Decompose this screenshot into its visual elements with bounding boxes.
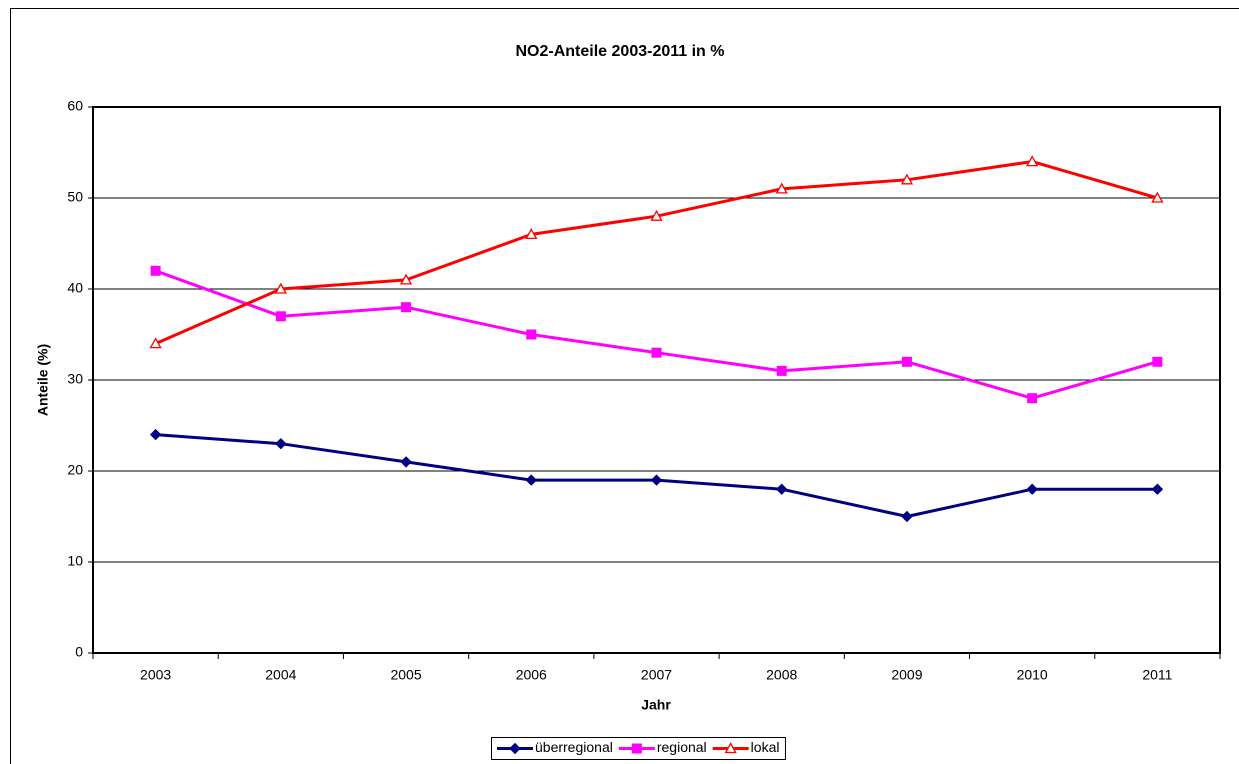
marker xyxy=(1026,483,1038,495)
x-tick-label: 2004 xyxy=(265,667,296,683)
marker xyxy=(1027,393,1038,404)
marker xyxy=(525,474,537,486)
x-tick-label: 2006 xyxy=(516,667,547,683)
legend: überregional regional lokal xyxy=(491,737,786,760)
marker xyxy=(651,347,662,358)
legend-label: überregional xyxy=(535,739,613,755)
x-tick-label: 2005 xyxy=(390,667,421,683)
y-tick-label: 0 xyxy=(75,644,83,660)
x-tick-label: 2009 xyxy=(891,667,922,683)
legend-label: regional xyxy=(657,739,707,755)
x-tick-label: 2008 xyxy=(766,667,797,683)
legend-marker xyxy=(724,742,737,754)
x-tick-label: 2011 xyxy=(1142,667,1172,683)
marker xyxy=(275,311,286,322)
chart-frame xyxy=(10,8,1239,764)
marker xyxy=(650,474,663,486)
marker xyxy=(526,329,537,340)
y-tick-label: 20 xyxy=(67,462,83,478)
marker xyxy=(776,483,788,495)
marker xyxy=(900,173,914,185)
marker xyxy=(776,365,787,376)
marker xyxy=(149,428,162,441)
legend-label: lokal xyxy=(751,739,780,755)
marker xyxy=(525,228,538,240)
marker xyxy=(401,302,412,313)
x-tick-label: 2003 xyxy=(140,667,171,683)
marker xyxy=(1152,356,1163,367)
x-tick-label: 2010 xyxy=(1017,667,1048,683)
legend-marker xyxy=(509,742,521,755)
chart-title: NO2-Anteile 2003-2011 in % xyxy=(516,43,725,60)
x-axis-label: Jahr xyxy=(641,697,671,713)
plot-border xyxy=(92,106,1221,654)
y-axis-label: Anteile (%) xyxy=(35,344,51,416)
marker xyxy=(275,437,287,450)
y-tick-label: 50 xyxy=(67,189,83,205)
marker xyxy=(775,182,788,194)
marker xyxy=(400,456,412,468)
y-tick-label: 30 xyxy=(67,371,83,387)
marker xyxy=(274,282,287,294)
marker xyxy=(1151,483,1164,495)
marker xyxy=(150,265,161,276)
y-tick-label: 10 xyxy=(67,553,83,569)
marker xyxy=(149,337,162,349)
y-tick-label: 40 xyxy=(67,280,83,296)
marker xyxy=(901,356,912,367)
marker xyxy=(650,209,663,221)
marker xyxy=(1026,155,1039,167)
marker xyxy=(901,510,913,523)
marker xyxy=(1151,191,1164,203)
legend-marker xyxy=(631,743,642,754)
y-tick-label: 60 xyxy=(67,98,83,114)
x-tick-label: 2007 xyxy=(641,667,672,683)
marker xyxy=(399,273,413,285)
